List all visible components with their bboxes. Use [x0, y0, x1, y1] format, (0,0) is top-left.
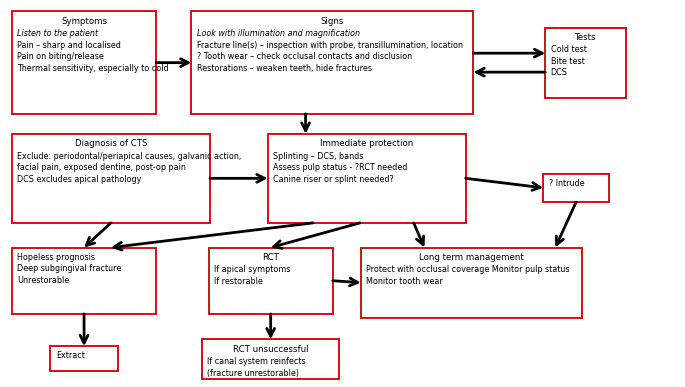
Text: Cold test: Cold test — [551, 45, 586, 55]
Text: Bite test: Bite test — [551, 57, 584, 66]
Text: Pain – sharp and localised: Pain – sharp and localised — [17, 41, 121, 50]
Text: Symptoms: Symptoms — [61, 17, 107, 26]
Text: Extract: Extract — [56, 351, 85, 360]
Text: Canine riser or splint needed?: Canine riser or splint needed? — [273, 175, 394, 183]
Text: (fracture unrestorable): (fracture unrestorable) — [208, 369, 299, 378]
FancyBboxPatch shape — [12, 248, 156, 314]
Text: Look with illumination and magnification: Look with illumination and magnification — [197, 29, 360, 38]
FancyBboxPatch shape — [51, 346, 118, 371]
Text: If restorable: If restorable — [214, 277, 263, 286]
Text: If canal system reinfects: If canal system reinfects — [208, 357, 306, 366]
Text: Pain on biting/release: Pain on biting/release — [17, 52, 104, 61]
Text: Thermal sensitivity, especially to cold: Thermal sensitivity, especially to cold — [17, 64, 169, 73]
FancyBboxPatch shape — [191, 12, 473, 114]
FancyBboxPatch shape — [208, 248, 333, 314]
Text: Immediate protection: Immediate protection — [320, 139, 413, 148]
FancyBboxPatch shape — [543, 174, 609, 202]
FancyBboxPatch shape — [202, 339, 340, 379]
Text: Fracture line(s) – inspection with probe, transillumination, location: Fracture line(s) – inspection with probe… — [197, 41, 463, 50]
Text: DCS: DCS — [551, 68, 567, 77]
Text: DCS excludes apical pathology: DCS excludes apical pathology — [17, 175, 142, 183]
Text: Diagnosis of CTS: Diagnosis of CTS — [75, 139, 147, 148]
Text: Unrestorable: Unrestorable — [17, 276, 69, 285]
Text: Assess pulp status - ?RCT needed: Assess pulp status - ?RCT needed — [273, 163, 408, 172]
Text: Tests: Tests — [575, 33, 596, 42]
Text: Protect with occlusal coverage Monitor pulp status: Protect with occlusal coverage Monitor p… — [366, 265, 569, 274]
Text: Monitor tooth wear: Monitor tooth wear — [366, 277, 443, 286]
FancyBboxPatch shape — [360, 248, 582, 318]
Text: RCT unsuccessful: RCT unsuccessful — [233, 345, 308, 354]
Text: RCT: RCT — [262, 253, 279, 262]
FancyBboxPatch shape — [12, 12, 156, 114]
FancyBboxPatch shape — [545, 27, 626, 98]
Text: Listen to the patient: Listen to the patient — [17, 29, 99, 38]
Text: ? Intrude: ? Intrude — [549, 179, 584, 188]
Text: Exclude: periodontal/periapical causes, galvanic action,: Exclude: periodontal/periapical causes, … — [17, 152, 242, 161]
Text: ? Tooth wear – check occlusal contacts and disclusion: ? Tooth wear – check occlusal contacts a… — [197, 52, 412, 61]
Text: Splinting – DCS, bands: Splinting – DCS, bands — [273, 152, 364, 161]
Text: Hopeless prognosis: Hopeless prognosis — [17, 253, 95, 262]
Text: facial pain, exposed dentine, post-op pain: facial pain, exposed dentine, post-op pa… — [17, 163, 186, 172]
Text: If apical symptoms: If apical symptoms — [214, 265, 290, 274]
Text: Restorations – weaken teeth, hide fractures: Restorations – weaken teeth, hide fractu… — [197, 64, 372, 73]
Text: Signs: Signs — [321, 17, 344, 26]
Text: Deep subgingival fracture: Deep subgingival fracture — [17, 264, 122, 273]
Text: Long term management: Long term management — [419, 253, 524, 262]
FancyBboxPatch shape — [12, 134, 210, 223]
FancyBboxPatch shape — [268, 134, 466, 223]
